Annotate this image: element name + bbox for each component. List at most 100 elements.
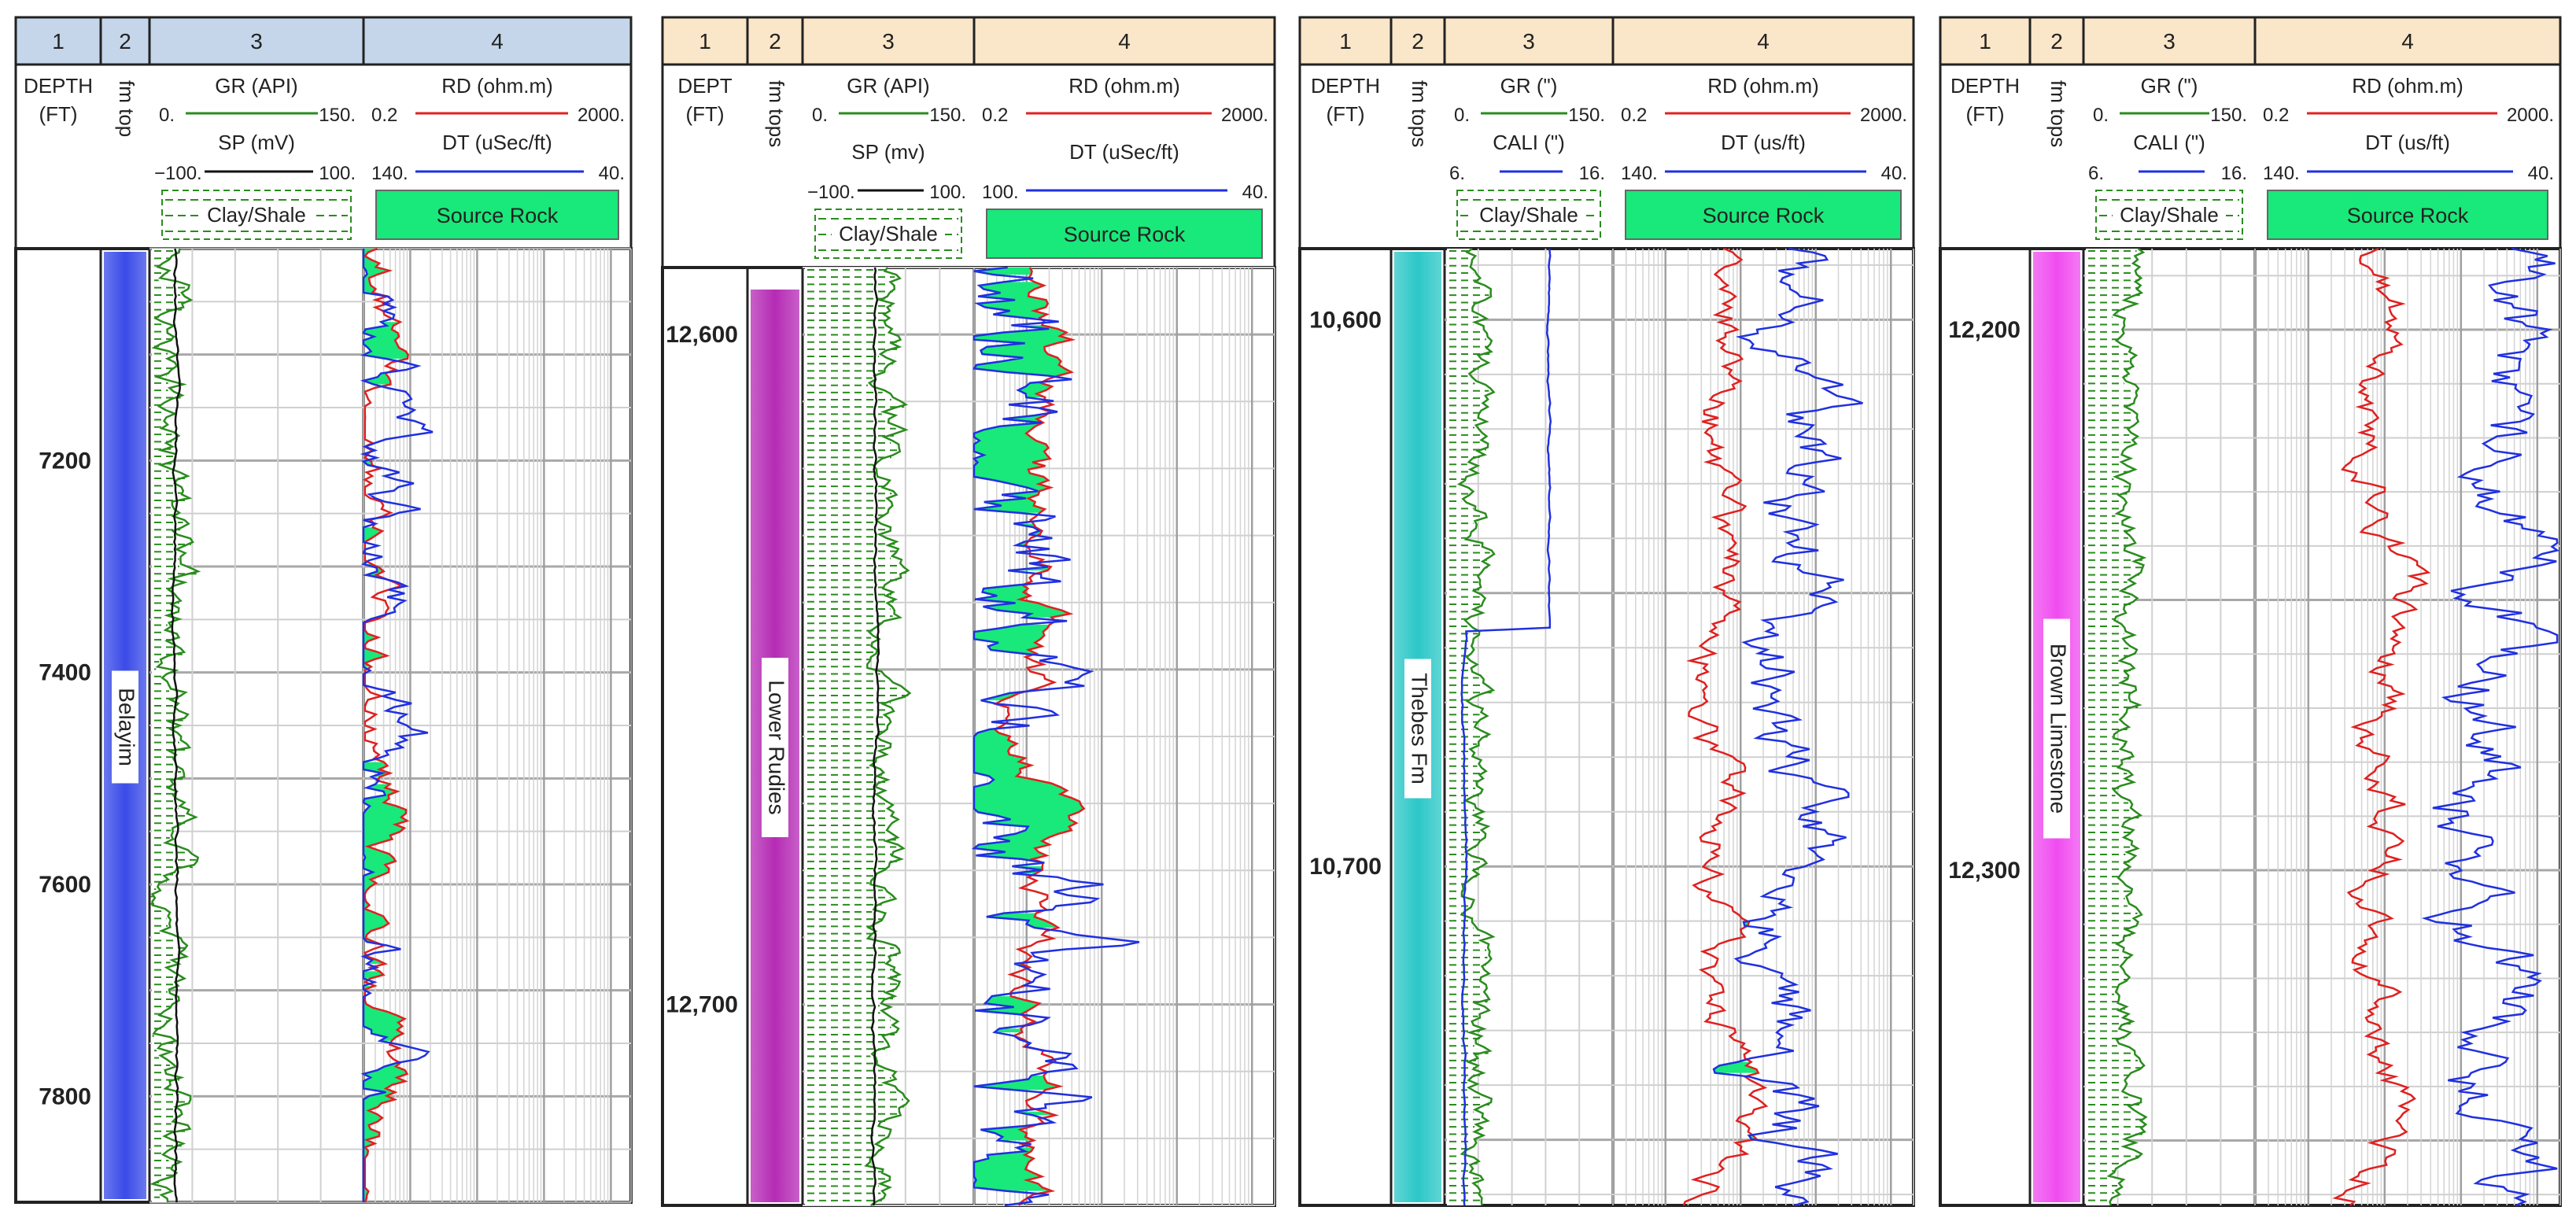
curve-c-max: 2000.	[578, 105, 625, 126]
lithology-legend-label-bg	[832, 222, 945, 245]
curve-c-min: 0.2	[371, 105, 397, 126]
curve-c-max: 2000.	[1860, 105, 1907, 126]
track-number: 1	[52, 29, 65, 54]
source-rock-legend	[375, 190, 619, 240]
curve-c-label: RD (ohm.m)	[441, 74, 553, 98]
lithology-legend-label: Clay/Shale	[2120, 203, 2219, 227]
curve-d-label: DT (us/ft)	[1721, 131, 1806, 154]
curve-a-label: GR (API)	[847, 74, 929, 98]
well-log-panel: 1 2 3 4 DEPT (FT) fm tops GR (API) 0. 150.SP (mv)…	[661, 16, 1276, 1207]
tops-header: fm tops	[765, 80, 788, 147]
dt-curve	[971, 266, 1140, 1207]
track-number: 1	[699, 29, 711, 54]
depth-header-line1: DEPTH	[1950, 74, 2020, 98]
depth-tick-label: 12,300	[1948, 858, 2021, 884]
shale-fill	[152, 249, 198, 1202]
track-number: 4	[1757, 29, 1770, 54]
depth-header-line2: (FT)	[685, 102, 724, 126]
shale-fill	[1447, 249, 1494, 1205]
header-number-row	[661, 16, 1276, 66]
formation-label: Brown Limestone	[2046, 644, 2071, 814]
depth-header-line1: DEPTH	[24, 74, 93, 98]
curve-a-min: 0.	[1454, 105, 1470, 126]
source-rock-legend-label: Source Rock	[1064, 223, 1186, 246]
track-number: 1	[1339, 29, 1352, 54]
curve-a-min: 0.	[159, 105, 175, 126]
lithology-legend-label-bg	[200, 203, 313, 227]
rd-curve	[2332, 247, 2431, 1206]
track-number: 1	[1979, 29, 1991, 54]
curve-b-min: −100.	[154, 163, 202, 184]
curve-a-min: 0.	[812, 105, 828, 126]
depth-tick-label: 7200	[39, 448, 91, 474]
source-rock-legend-label: Source Rock	[437, 204, 559, 227]
lithology-legend-label: Clay/Shale	[207, 203, 306, 227]
curve-c-label: RD (ohm.m)	[2352, 74, 2463, 98]
shale-fill	[2086, 249, 2146, 1205]
track-number: 2	[2050, 29, 2063, 54]
source-rock-fill	[364, 249, 408, 1202]
curve-b-label: CALI (")	[1493, 131, 1565, 154]
curve-a-max: 150.	[929, 105, 966, 126]
curve-d-min: 100.	[982, 182, 1019, 203]
curve-a-min: 0.	[2093, 105, 2109, 126]
gr-curve	[1456, 247, 1496, 1206]
curve-d-max: 40.	[1881, 163, 1907, 184]
curve-b-max: 16.	[2221, 163, 2247, 184]
track-number: 2	[1412, 29, 1424, 54]
curve-c-label: RD (ohm.m)	[1707, 74, 1819, 98]
source-rock-legend	[2267, 190, 2548, 240]
formation-label-bg	[762, 658, 788, 837]
curve-d-label: DT (uSec/ft)	[442, 131, 552, 154]
curve-b-min: 6.	[1449, 163, 1465, 184]
track-number: 3	[250, 29, 263, 54]
curve-a-label: GR (")	[2141, 74, 2198, 98]
curve-b-label: SP (mv)	[851, 140, 924, 164]
formation-label-bg	[1404, 659, 1431, 799]
curve-d-max: 40.	[1242, 182, 1268, 203]
formation-label: Belayim	[115, 688, 139, 766]
curve-b-min: 6.	[2088, 163, 2104, 184]
curve-c-min: 0.2	[982, 105, 1008, 126]
formation-label: Lower Rudies	[765, 680, 789, 814]
depth-header-line1: DEPTH	[1311, 74, 1380, 98]
curve-a-max: 150.	[319, 105, 356, 126]
depth-header-line2: (FT)	[1965, 102, 2004, 126]
lithology-legend-label-bg	[2113, 203, 2226, 227]
curve-a-label: GR (")	[1500, 74, 1558, 98]
gr-curve	[2106, 247, 2148, 1206]
tops-header: fm tops	[2046, 80, 2070, 147]
depth-tick-label: 7600	[39, 872, 91, 898]
curve-b-min: −100.	[807, 182, 855, 203]
curve-d-max: 40.	[2528, 163, 2554, 184]
well-log-panel: 1 2 3 4 DEPTH (FT) fm tops GR (") 0. 150.CALI (")…	[1939, 16, 2562, 1207]
curve-b-label: CALI (")	[2133, 131, 2205, 154]
source-rock-fill	[974, 268, 1084, 1191]
track-number: 2	[769, 29, 781, 54]
header-number-row	[1939, 16, 2562, 66]
depth-header-line2: (FT)	[39, 102, 77, 126]
header-number-row	[1298, 16, 1915, 66]
curve-d-min: 140.	[2263, 163, 2300, 184]
depth-header-line2: (FT)	[1326, 102, 1364, 126]
formation-label-bg	[2043, 618, 2070, 839]
curve-c-max: 2000.	[2507, 105, 2554, 126]
depth-header-line1: DEPT	[677, 74, 732, 98]
header-number-row	[14, 16, 633, 66]
lithology-legend-label-bg	[1472, 203, 1585, 227]
curve-c-max: 2000.	[1221, 105, 1268, 126]
depth-tick-label: 10,700	[1309, 854, 1382, 880]
lithology-legend-label: Clay/Shale	[839, 222, 938, 245]
track-number: 4	[1118, 29, 1131, 54]
source-rock-legend	[986, 209, 1263, 259]
track-number: 3	[1522, 29, 1535, 54]
formation-label: Thebes Fm	[1408, 673, 1432, 784]
depth-tick-label: 7800	[39, 1083, 91, 1109]
sp-curve	[870, 267, 880, 1206]
depth-tick-label: 12,200	[1948, 317, 2021, 343]
formation-label-bg	[112, 670, 138, 784]
curve-d-label: DT (us/ft)	[2365, 131, 2450, 154]
curve-d-max: 40.	[599, 163, 625, 184]
track-number: 3	[2163, 29, 2176, 54]
